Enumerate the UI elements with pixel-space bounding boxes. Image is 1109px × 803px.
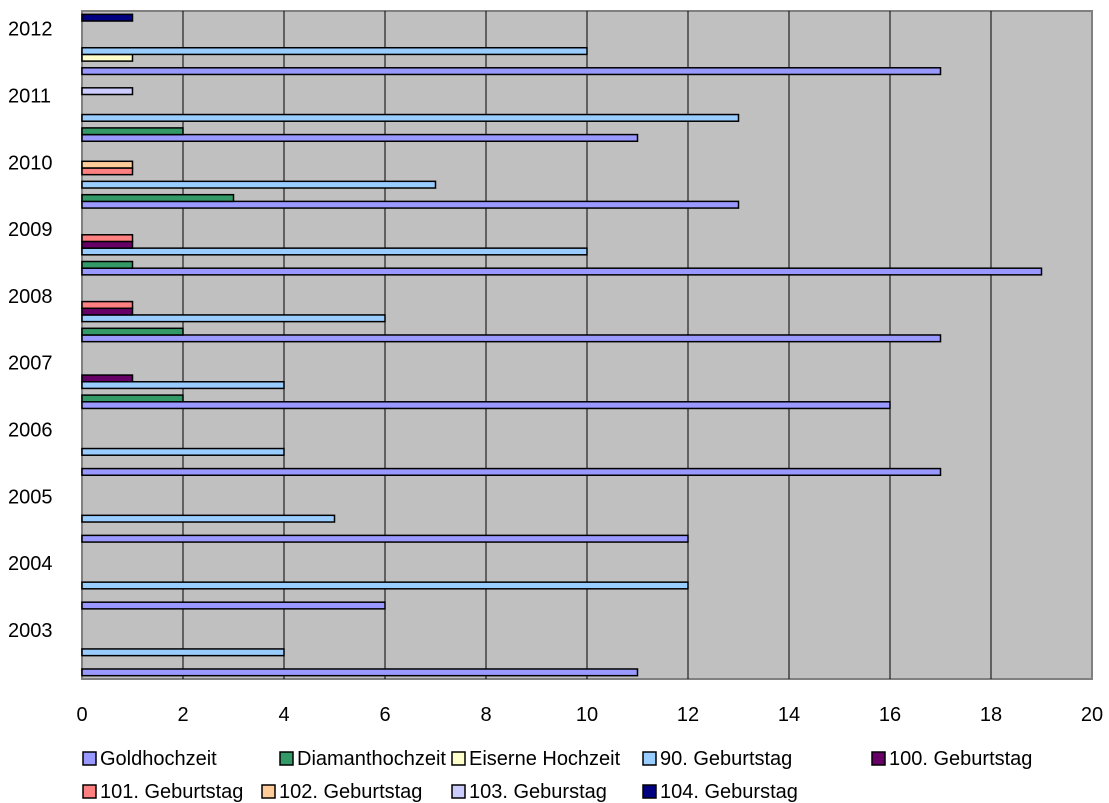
- y-tick-label: 2005: [8, 486, 53, 508]
- legend-label: Diamanthochzeit: [297, 748, 446, 770]
- bar: [81, 307, 134, 316]
- bar: [81, 260, 134, 269]
- y-tick-label: 2008: [8, 286, 53, 308]
- legend-label: 104. Geburstag: [660, 781, 798, 803]
- x-axis-ticks: 0 2 4 6 8 10 12 14 16 18 20: [76, 704, 1103, 726]
- x-tick-label: 8: [480, 704, 491, 726]
- bar: [81, 601, 386, 610]
- x-tick-label: 2: [177, 704, 188, 726]
- bar: [81, 247, 588, 256]
- bar: [81, 300, 134, 310]
- bar: [81, 160, 134, 169]
- y-tick-label: 2012: [8, 19, 53, 41]
- y-tick-label: 2006: [8, 420, 53, 442]
- bar: [81, 127, 184, 136]
- bar: [81, 401, 891, 410]
- bar: [81, 314, 386, 323]
- bar: [81, 394, 184, 403]
- bar: [81, 67, 942, 76]
- legend-label: Eiserne Hochzeit: [469, 748, 621, 770]
- y-tick-label: 2003: [8, 620, 53, 642]
- bar: [81, 648, 285, 657]
- bar: [81, 234, 134, 243]
- bar: [81, 374, 134, 383]
- legend-swatch: [451, 784, 466, 799]
- legend-label: 90. Geburtstag: [660, 748, 792, 770]
- gridlines: [182, 11, 992, 679]
- y-tick-label: 2007: [8, 353, 53, 375]
- bar: [81, 200, 740, 209]
- legend-swatch: [82, 751, 97, 766]
- legend-label: 103. Geburstag: [469, 781, 607, 803]
- bar: [81, 180, 437, 189]
- bar: [81, 53, 134, 62]
- x-tick-label: 14: [778, 704, 800, 726]
- y-tick-label: 2004: [8, 553, 53, 575]
- bar: [81, 167, 134, 176]
- bar: [81, 327, 184, 336]
- x-tick-label: 16: [879, 704, 901, 726]
- bar: [81, 13, 134, 22]
- x-tick-label: 10: [576, 704, 598, 726]
- legend-label: Goldhochzeit: [100, 748, 217, 770]
- bar: [81, 193, 235, 203]
- bar: [81, 380, 285, 390]
- x-tick-label: 12: [677, 704, 699, 726]
- bar: [81, 334, 942, 343]
- legend-swatch: [451, 751, 466, 766]
- bars: [81, 13, 1043, 677]
- y-axis-ticks: 2003 2004 2005 2006 2007 2008 2009 2010 2011 2012: [8, 19, 53, 642]
- bar: [81, 668, 639, 677]
- legend-label: 101. Geburtstag: [100, 781, 243, 803]
- legend-swatch: [279, 751, 294, 766]
- legend: Goldhochzeit Diamanthochzeit Eiserne Hochz…: [82, 748, 1032, 803]
- bar: [81, 267, 1043, 276]
- x-tick-label: 6: [379, 704, 390, 726]
- bar: [81, 447, 285, 456]
- x-tick-label: 20: [1081, 704, 1103, 726]
- bar: [81, 87, 134, 96]
- bar: [81, 581, 689, 590]
- bar: [81, 113, 740, 122]
- bar: [81, 46, 588, 56]
- legend-swatch: [82, 784, 97, 799]
- x-tick-label: 18: [980, 704, 1002, 726]
- bar: [81, 133, 639, 143]
- legend-swatch: [261, 784, 276, 799]
- x-tick-label: 4: [278, 704, 289, 726]
- legend-swatch: [642, 784, 657, 799]
- legend-label: 100. Geburtstag: [889, 748, 1032, 770]
- bar: [81, 240, 134, 249]
- legend-swatch: [871, 751, 886, 766]
- bar: [81, 534, 689, 543]
- y-tick-label: 2010: [8, 152, 53, 174]
- legend-swatch: [642, 751, 657, 766]
- y-tick-label: 2009: [8, 219, 53, 241]
- bar: [81, 514, 336, 523]
- x-tick-label: 0: [76, 704, 87, 726]
- bar: [81, 467, 942, 477]
- y-tick-label: 2011: [8, 86, 51, 108]
- legend-label: 102. Geburtstag: [279, 781, 422, 803]
